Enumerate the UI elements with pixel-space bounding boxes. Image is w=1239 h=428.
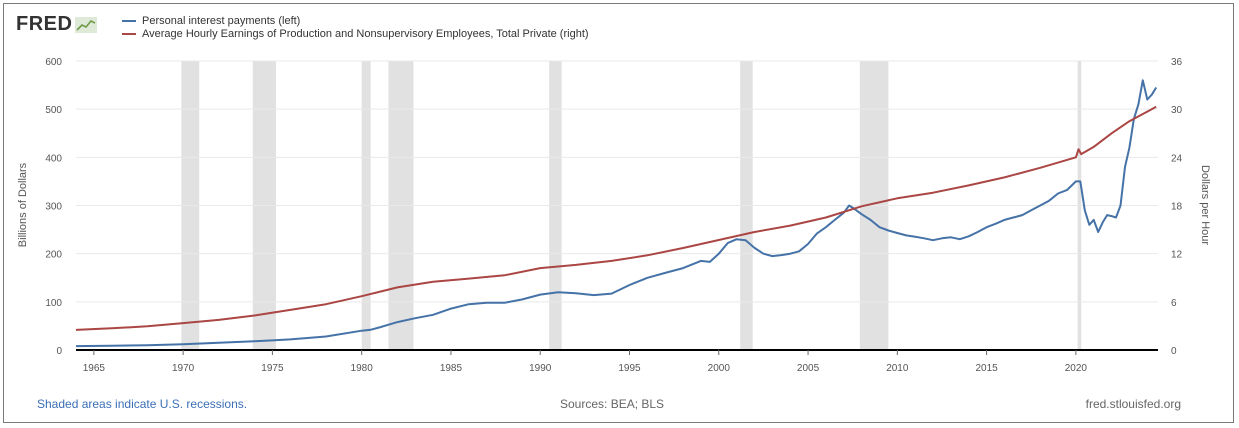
site-url[interactable]: fred.stlouisfed.org [1085, 397, 1181, 411]
x-tick-label-9: 2010 [886, 363, 909, 374]
y-right-tick-label-1: 6 [1171, 298, 1177, 309]
legend-item-right[interactable]: Average Hourly Earnings of Production an… [122, 27, 589, 40]
y-left-tick-label-3: 300 [45, 202, 62, 213]
y-right-tick-label-3: 18 [1171, 202, 1183, 213]
logo-text: FRED [16, 13, 73, 35]
sources-note: Sources: BEA; BLS [560, 397, 665, 411]
series-line-left [75, 79, 1158, 348]
legend-label-left: Personal interest payments (left) [142, 14, 301, 27]
x-tick-label-10: 2015 [975, 363, 998, 374]
chart-frame: FRED Personal interest payments (left) A… [3, 3, 1234, 423]
y-left-tick-label-0: 0 [56, 346, 62, 357]
series-lines [75, 79, 1158, 348]
y-right-tick-label-2: 12 [1171, 250, 1183, 261]
tick-labels: 1965 1970 1975 1980 1985 1990 1995 2000 2005 2010… [45, 57, 1182, 374]
y-right-tick-label-5: 30 [1171, 105, 1183, 116]
x-tick-label-1: 1970 [172, 363, 195, 374]
recession-note: Shaded areas indicate U.S. recessions. [37, 397, 248, 411]
grid-lines [76, 60, 1158, 303]
x-tick-label-4: 1985 [440, 363, 463, 374]
x-tick-label-2: 1975 [261, 363, 284, 374]
line-graph-icon [75, 16, 98, 33]
legend-swatch-right [122, 32, 136, 35]
legend-item-left[interactable]: Personal interest payments (left) [122, 14, 589, 27]
x-tick-label-6: 1995 [618, 363, 641, 374]
x-tick-label-7: 2000 [708, 363, 731, 374]
x-tick-label-5: 1990 [529, 363, 552, 374]
axes [76, 349, 1158, 355]
y-left-tick-label-6: 600 [45, 57, 62, 68]
fred-logo[interactable]: FRED [16, 13, 98, 36]
y-right-tick-label-0: 0 [1171, 346, 1177, 357]
y-right-tick-label-4: 24 [1171, 153, 1183, 164]
x-tick-label-8: 2005 [797, 363, 820, 374]
y-right-tick-label-6: 36 [1171, 57, 1183, 68]
series-line-right [75, 105, 1157, 331]
x-tick-label-3: 1980 [351, 363, 374, 374]
y-left-tick-label-4: 400 [45, 153, 62, 164]
legend: Personal interest payments (left) Averag… [122, 14, 589, 40]
y-left-tick-label-2: 200 [45, 250, 62, 261]
x-tick-label-0: 1965 [83, 363, 106, 374]
x-tick-label-11: 2020 [1065, 363, 1088, 374]
y-left-tick-label-5: 500 [45, 105, 62, 116]
legend-swatch-left [122, 19, 136, 22]
y-axis-title-right: Dollars per Hour [1199, 165, 1211, 245]
y-left-tick-label-1: 100 [45, 298, 62, 309]
y-axis-title-left: Billions of Dollars [17, 162, 29, 247]
legend-label-right: Average Hourly Earnings of Production an… [142, 27, 589, 40]
